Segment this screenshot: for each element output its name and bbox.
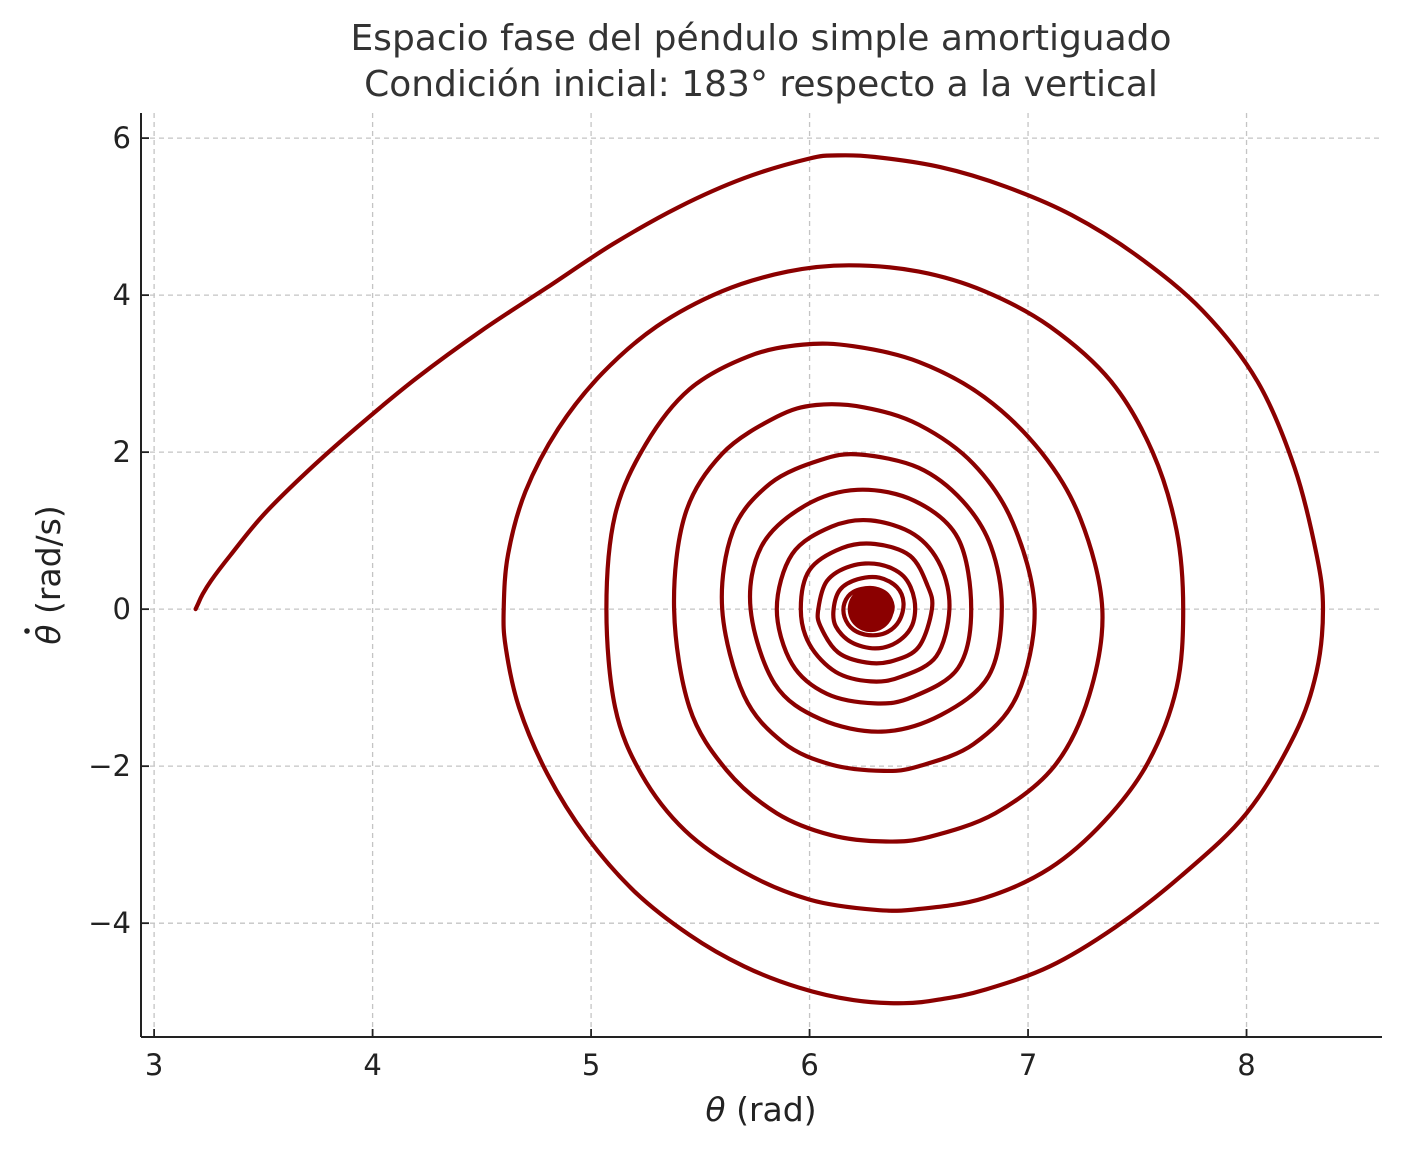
y-tick-label: 0 — [113, 592, 131, 626]
y-tick-label: 6 — [113, 121, 131, 155]
chart-title-line-2: Condición inicial: 183° respecto a la ve… — [364, 64, 1158, 105]
plot-area — [193, 153, 1326, 1006]
x-axis-label-unit: (rad) — [726, 1090, 817, 1129]
y-axis-ticks: 6 4 2 0 −2 −4 — [88, 121, 149, 940]
y-axis-label-unit: (rad/s) — [29, 505, 68, 624]
y-axis-label-dot-accent — [24, 628, 30, 634]
x-tick-label: 7 — [1019, 1048, 1037, 1082]
x-tick-label: 4 — [363, 1048, 381, 1082]
y-tick-label: −4 — [88, 906, 131, 940]
x-tick-label: 3 — [145, 1048, 163, 1082]
x-axis-label: θ (rad) — [705, 1090, 816, 1129]
y-tick-label: −2 — [88, 749, 131, 783]
chart-title-line-1: Espacio fase del péndulo simple amortigu… — [350, 18, 1171, 59]
x-axis-label-symbol: θ — [705, 1090, 725, 1129]
equilibrium-point-marker — [847, 586, 894, 633]
phase-trajectory-line — [193, 153, 1326, 1006]
y-axis-label: θ (rad/s) — [24, 505, 68, 645]
y-tick-label: 4 — [113, 278, 131, 312]
y-axis-label-symbol: θ — [29, 625, 68, 645]
x-tick-label: 5 — [582, 1048, 600, 1082]
svg-text:θ (rad/s): θ (rad/s) — [29, 505, 68, 645]
x-tick-label: 6 — [800, 1048, 818, 1082]
y-tick-label: 2 — [113, 435, 131, 469]
x-tick-label: 8 — [1237, 1048, 1255, 1082]
x-axis-ticks: 3 4 5 6 7 8 — [145, 1029, 1256, 1082]
